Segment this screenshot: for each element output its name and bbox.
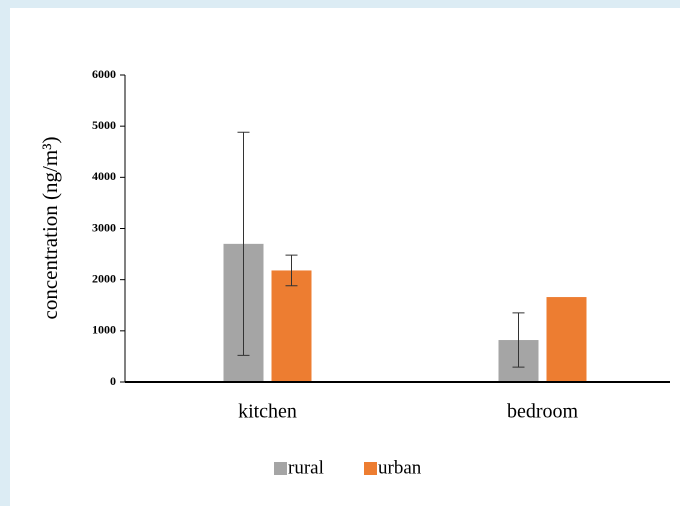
chart-background xyxy=(10,8,680,506)
y-tick-label: 3000 xyxy=(92,220,116,234)
y-tick-label: 2000 xyxy=(92,271,116,285)
y-axis-label: concentration (ng/m³) xyxy=(38,137,62,320)
y-tick-label: 0 xyxy=(110,374,116,388)
y-tick-label: 5000 xyxy=(92,118,116,132)
legend-label: rural xyxy=(288,457,324,478)
error-bar xyxy=(237,131,250,356)
y-tick-label: 1000 xyxy=(92,323,116,337)
y-tick-label: 6000 xyxy=(92,67,116,81)
legend-swatch xyxy=(364,462,377,475)
y-tick-label: 4000 xyxy=(92,169,116,183)
bar xyxy=(271,270,312,382)
x-tick-label: kitchen xyxy=(238,401,297,423)
bar xyxy=(546,297,587,382)
error-bar xyxy=(512,312,525,368)
x-tick-label: bedroom xyxy=(507,401,579,423)
error-bar xyxy=(285,254,298,287)
legend-swatch xyxy=(274,462,287,475)
legend-label: urban xyxy=(378,457,422,478)
